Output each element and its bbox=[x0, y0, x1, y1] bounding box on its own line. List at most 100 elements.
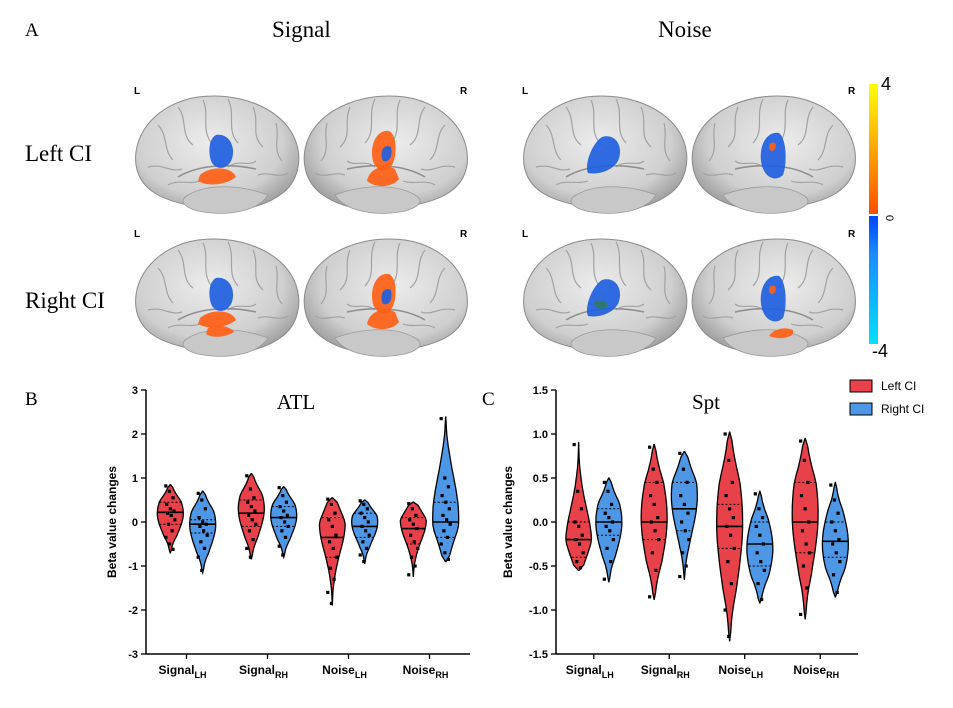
sulcus-line bbox=[257, 315, 289, 319]
data-point bbox=[203, 507, 207, 511]
data-point bbox=[364, 546, 369, 550]
data-point bbox=[608, 529, 612, 533]
violin-right-ci bbox=[821, 481, 849, 598]
data-point bbox=[283, 520, 287, 524]
sulcus-line bbox=[320, 265, 328, 305]
sulcus-line bbox=[157, 267, 174, 304]
sulcus-line bbox=[645, 315, 677, 319]
x-tick-subscript: RH bbox=[826, 670, 839, 680]
data-point bbox=[326, 497, 330, 501]
data-point bbox=[358, 499, 362, 503]
sulcus-line bbox=[727, 249, 739, 291]
data-point bbox=[251, 538, 255, 542]
data-point bbox=[724, 494, 728, 498]
sulcus-line bbox=[409, 106, 426, 146]
y-tick-label: -3 bbox=[128, 649, 138, 661]
data-point bbox=[803, 507, 807, 511]
sulcus-line bbox=[708, 122, 716, 162]
activation-positive bbox=[768, 285, 776, 294]
data-point bbox=[166, 511, 170, 515]
violin-left-ci bbox=[640, 443, 668, 601]
activation-positive bbox=[367, 166, 399, 187]
violin-right-ci bbox=[351, 499, 379, 564]
data-point bbox=[799, 439, 803, 443]
data-point bbox=[831, 573, 836, 577]
violin-body bbox=[821, 481, 849, 598]
data-point bbox=[648, 595, 652, 599]
data-point bbox=[678, 574, 682, 579]
sulcus-line bbox=[147, 308, 183, 314]
sulcus-line bbox=[797, 249, 814, 289]
sulcus-line bbox=[645, 172, 677, 176]
data-point bbox=[730, 480, 734, 484]
data-point bbox=[650, 551, 654, 555]
data-point bbox=[442, 529, 446, 533]
data-point bbox=[205, 533, 209, 537]
data-point bbox=[648, 445, 652, 449]
x-tick-subscript: RH bbox=[435, 670, 448, 680]
data-point bbox=[202, 529, 206, 533]
data-point bbox=[578, 566, 583, 570]
data-point bbox=[165, 502, 169, 506]
data-point bbox=[832, 498, 837, 502]
sulcus-line bbox=[555, 323, 589, 329]
legend-label-left-ci: Left CI bbox=[881, 379, 916, 393]
data-point bbox=[364, 529, 368, 533]
row-label-left-ci: Left CI bbox=[25, 141, 92, 166]
data-point bbox=[334, 533, 338, 537]
data-point bbox=[759, 560, 763, 564]
data-point bbox=[363, 516, 367, 520]
legend-swatch-left-ci bbox=[849, 379, 873, 393]
violin-charts: B ATL -3 -2 -1 0 1 2 3 Beta value changes SignalLH… bbox=[25, 385, 858, 680]
data-point bbox=[412, 540, 416, 544]
chart-spt: C Spt -1.5 -1.0 -0.5 0.0 0.5 1.0 1.5 Beta value c… bbox=[482, 385, 858, 680]
data-point bbox=[361, 540, 365, 544]
data-point bbox=[254, 522, 258, 526]
x-tick-label: NoiseRH bbox=[403, 663, 449, 680]
data-point bbox=[439, 542, 443, 546]
violin-left-ci bbox=[156, 483, 184, 554]
colorbar-max-label: 4 bbox=[881, 74, 891, 94]
sulcus-line bbox=[275, 265, 283, 305]
data-point bbox=[245, 546, 249, 550]
activation-overlap bbox=[594, 300, 608, 309]
sulcus-line bbox=[429, 124, 446, 161]
sulcus-line bbox=[227, 98, 239, 144]
data-point bbox=[680, 551, 685, 555]
activation-negative bbox=[209, 277, 234, 311]
data-point bbox=[245, 474, 249, 478]
data-point bbox=[833, 529, 837, 533]
data-point bbox=[728, 533, 733, 537]
data-point bbox=[727, 634, 731, 638]
temporal-lobe bbox=[570, 329, 657, 357]
data-point bbox=[603, 511, 607, 515]
sulcus-line bbox=[364, 98, 376, 144]
violin-body bbox=[565, 442, 593, 572]
data-point bbox=[445, 535, 450, 539]
data-point bbox=[605, 546, 609, 550]
sulcus-line bbox=[640, 106, 652, 148]
violin-body bbox=[432, 416, 460, 563]
activation-negative bbox=[586, 136, 621, 174]
sulcus-line bbox=[147, 165, 183, 171]
data-point bbox=[834, 551, 838, 555]
data-point bbox=[762, 568, 766, 572]
sulcus-line bbox=[640, 249, 652, 291]
sulcus-line bbox=[167, 180, 201, 186]
temporal-lobe bbox=[182, 186, 269, 214]
hemi-label-right: R bbox=[848, 229, 856, 240]
data-point bbox=[581, 551, 585, 555]
data-point bbox=[653, 529, 657, 533]
data-point bbox=[198, 524, 202, 528]
violin-left-ci bbox=[716, 431, 744, 642]
sulcus-line bbox=[157, 124, 174, 161]
temporal-lobe bbox=[334, 186, 421, 214]
sulcus-line bbox=[320, 122, 328, 162]
data-point bbox=[652, 502, 656, 506]
data-point bbox=[800, 529, 805, 533]
data-point bbox=[607, 516, 611, 520]
col-title-noise: Noise bbox=[658, 17, 712, 42]
data-point bbox=[447, 507, 451, 511]
data-point bbox=[199, 540, 203, 544]
data-point bbox=[330, 524, 334, 528]
